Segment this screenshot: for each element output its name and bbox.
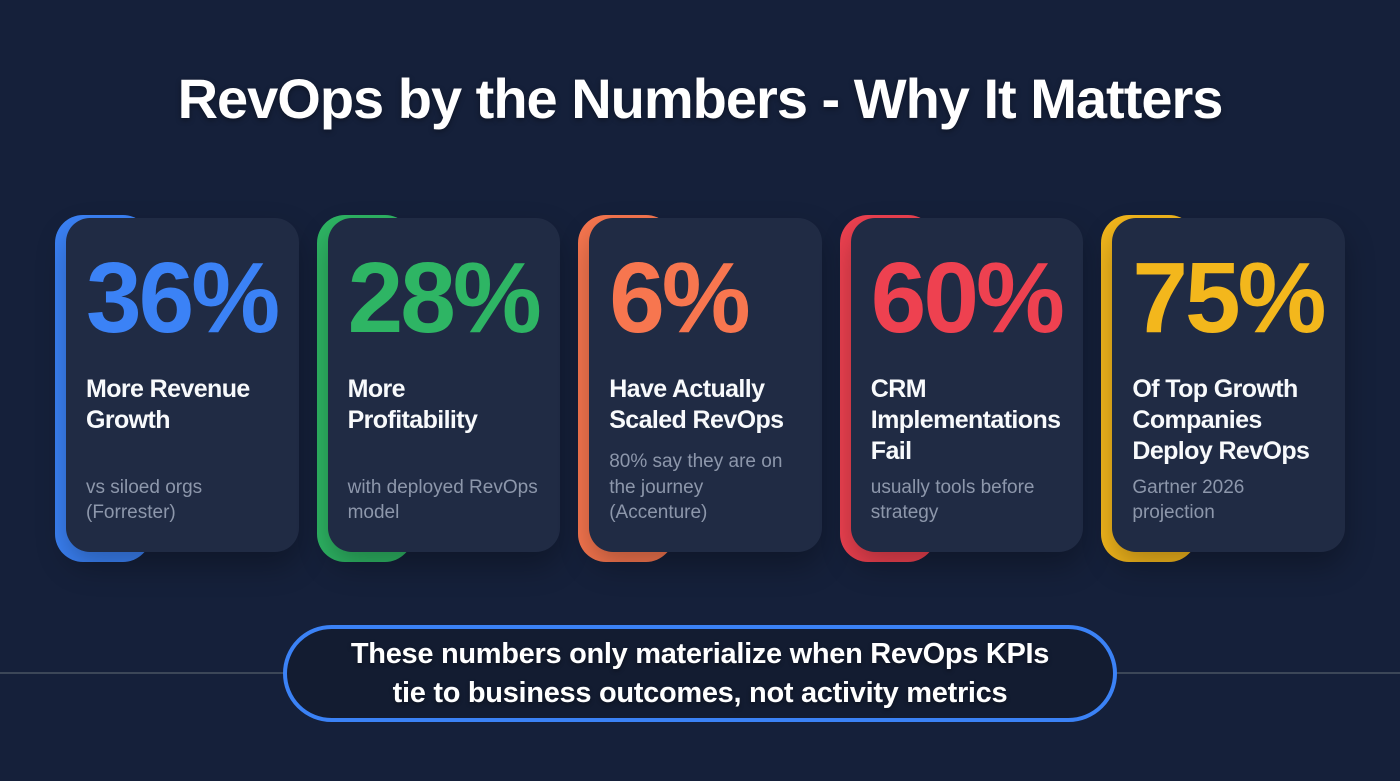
stat-card-body: 36% More Revenue Growth vs siloed orgs (… bbox=[66, 218, 299, 552]
stat-card-top-growth: 75% Of Top Growth Companies Deploy RevOp… bbox=[1101, 215, 1345, 562]
stat-label: More Profitability bbox=[347, 375, 478, 434]
callout-banner: These numbers only materialize when RevO… bbox=[283, 625, 1117, 722]
stat-note: usually tools before strategy bbox=[870, 476, 1035, 524]
stat-card-revenue-growth: 36% More Revenue Growth vs siloed orgs (… bbox=[55, 215, 299, 562]
stat-label: Have Actually Scaled RevOps bbox=[609, 375, 784, 434]
stat-card-body: 75% Of Top Growth Companies Deploy RevOp… bbox=[1112, 218, 1345, 552]
stat-label: Of Top Growth Companies Deploy RevOps bbox=[1132, 375, 1310, 465]
stat-label: More Revenue Growth bbox=[86, 375, 250, 434]
stat-card-scaled-revops: 6% Have Actually Scaled RevOps 80% say t… bbox=[578, 215, 822, 562]
stat-label: CRM Implementations Fail bbox=[870, 375, 1061, 465]
stat-card-crm-fail: 60% CRM Implementations Fail usually too… bbox=[839, 215, 1084, 562]
stat-card-body: 60% CRM Implementations Fail usually too… bbox=[850, 218, 1084, 552]
stat-value: 6% bbox=[609, 242, 751, 354]
stat-note: with deployed RevOps model bbox=[347, 476, 538, 524]
stat-value: 28% bbox=[347, 242, 542, 354]
stat-card-profitability: 28% More Profitability with deployed Rev… bbox=[316, 215, 561, 562]
stat-cards-row: 36% More Revenue Growth vs siloed orgs (… bbox=[55, 215, 1345, 562]
stat-value: 36% bbox=[86, 242, 280, 354]
stat-value: 75% bbox=[1132, 242, 1326, 354]
stat-value: 60% bbox=[870, 242, 1065, 354]
stat-note: vs siloed orgs (Forrester) bbox=[86, 476, 203, 524]
stat-card-body: 6% Have Actually Scaled RevOps 80% say t… bbox=[589, 218, 822, 552]
page-title: RevOps by the Numbers - Why It Matters bbox=[177, 67, 1224, 130]
stat-note: 80% say they are on the journey (Accentu… bbox=[609, 451, 783, 524]
stat-note: Gartner 2026 projection bbox=[1132, 476, 1245, 524]
stat-card-body: 28% More Profitability with deployed Rev… bbox=[327, 218, 561, 552]
callout-text: These numbers only materialize when RevO… bbox=[350, 638, 1050, 709]
